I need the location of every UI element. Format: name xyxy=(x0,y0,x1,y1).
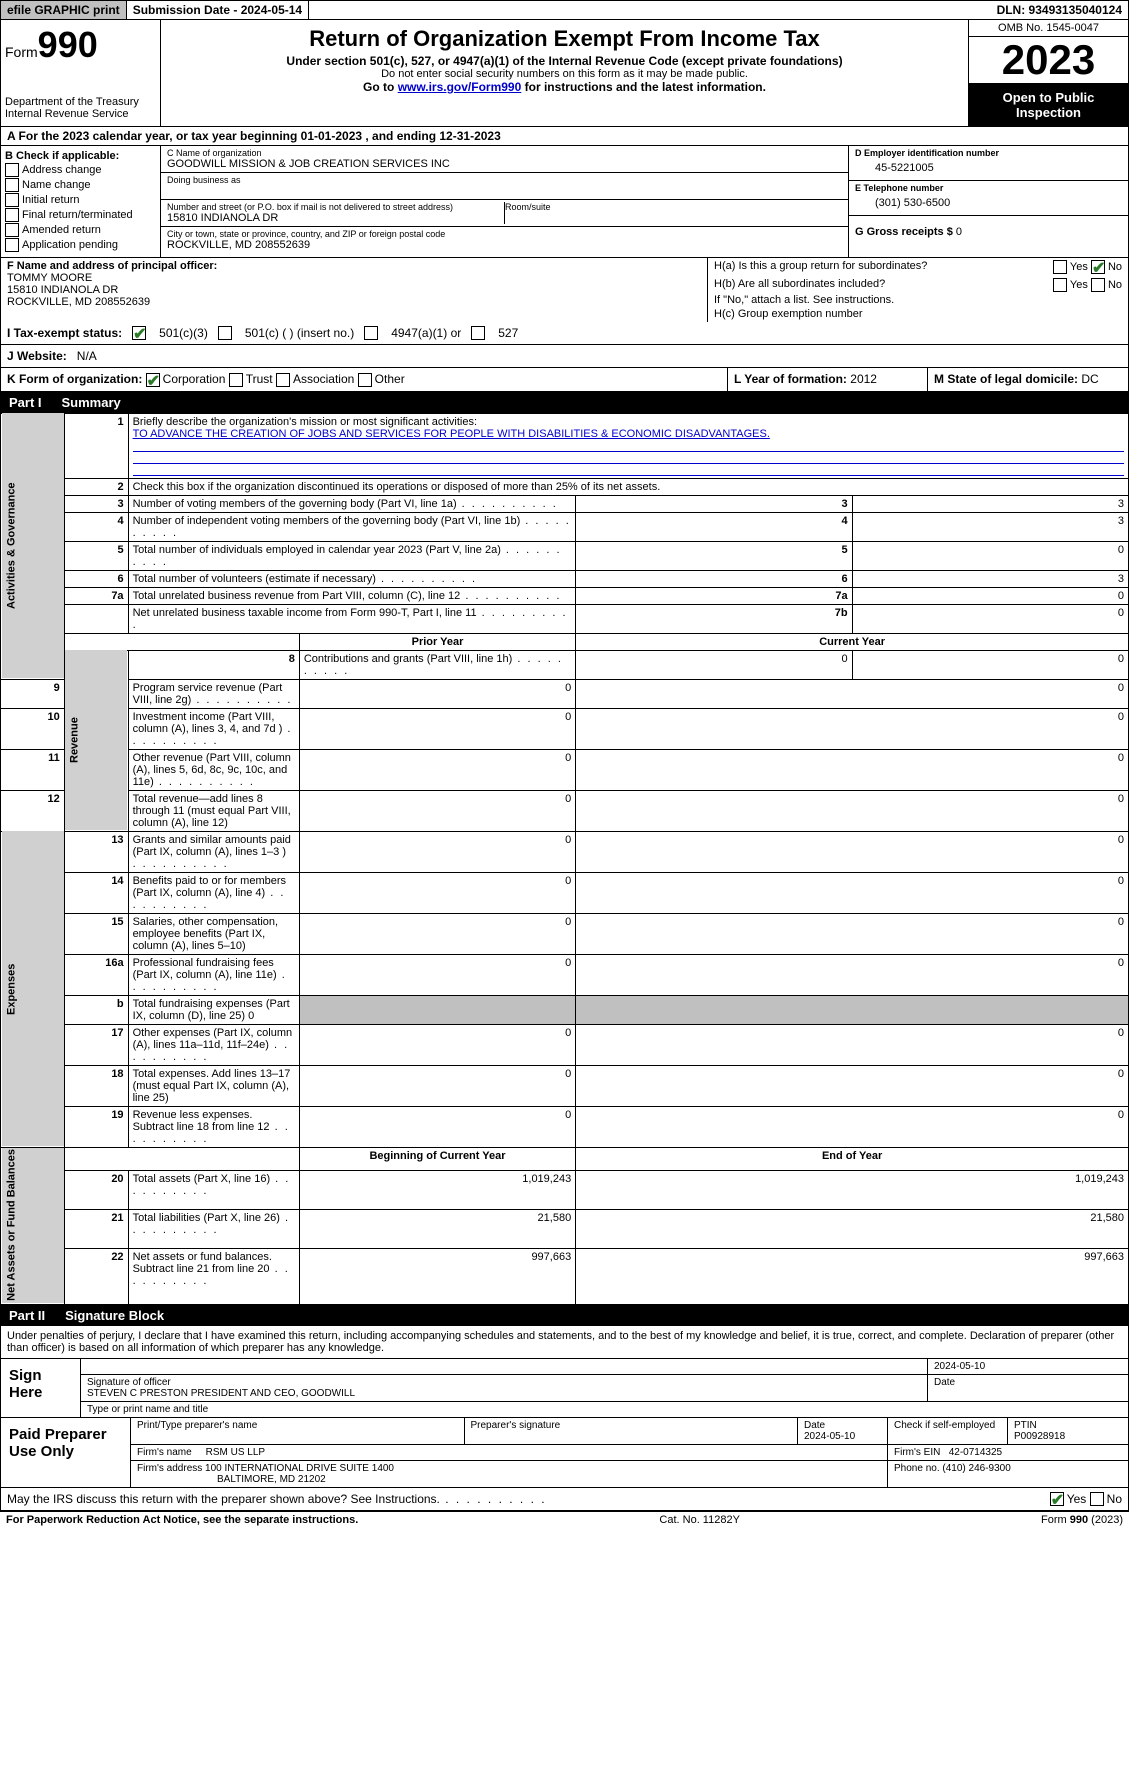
col-b-checkboxes: B Check if applicable: Address change Na… xyxy=(1,146,161,257)
discuss-yes[interactable] xyxy=(1050,1492,1064,1506)
paid-preparer-block: Paid Preparer Use Only Print/Type prepar… xyxy=(0,1418,1129,1488)
website-row: J Website: N/A xyxy=(0,345,1129,368)
klm-row: K Form of organization: Corporation Trus… xyxy=(0,368,1129,392)
f-h-row: F Name and address of principal officer:… xyxy=(0,257,1129,322)
section-activities: Activities & Governance xyxy=(1,413,65,679)
tax-exempt-row: I Tax-exempt status: 501(c)(3) 501(c) ( … xyxy=(0,322,1129,345)
form-header: Form990 Department of the Treasury Inter… xyxy=(0,20,1129,127)
check-501c3[interactable] xyxy=(132,326,146,340)
ssn-note: Do not enter social security numbers on … xyxy=(169,68,960,80)
ha-no[interactable] xyxy=(1091,260,1105,274)
check-amended[interactable]: Amended return xyxy=(5,223,156,237)
part-2-header: Part II Signature Block xyxy=(0,1305,1129,1326)
check-trust[interactable] xyxy=(229,373,243,387)
section-net-assets: Net Assets or Fund Balances xyxy=(1,1147,65,1304)
city-box: City or town, state or province, country… xyxy=(161,227,848,253)
dba-box: Doing business as xyxy=(161,173,848,200)
phone-box: E Telephone number (301) 530-6500 xyxy=(849,181,1128,216)
check-other[interactable] xyxy=(358,373,372,387)
check-527[interactable] xyxy=(471,326,485,340)
section-revenue: Revenue xyxy=(64,650,128,831)
form-title: Return of Organization Exempt From Incom… xyxy=(169,26,960,52)
ein-box: D Employer identification number 45-5221… xyxy=(849,146,1128,181)
identity-grid: B Check if applicable: Address change Na… xyxy=(0,146,1129,257)
dln-number: DLN: 93493135040124 xyxy=(991,1,1128,19)
hb-yes[interactable] xyxy=(1053,278,1067,292)
part-1-header: Part I Summary xyxy=(0,392,1129,413)
efile-button[interactable]: efile GRAPHIC print xyxy=(1,1,127,19)
omb-number: OMB No. 1545-0047 xyxy=(969,20,1128,37)
check-name-change[interactable]: Name change xyxy=(5,178,156,192)
gross-receipts-box: G Gross receipts $ 0 xyxy=(849,216,1128,240)
check-assoc[interactable] xyxy=(276,373,290,387)
summary-table: Activities & Governance 1 Briefly descri… xyxy=(0,413,1129,1305)
h-section: H(a) Is this a group return for subordin… xyxy=(708,258,1128,322)
check-4947[interactable] xyxy=(364,326,378,340)
check-501c[interactable] xyxy=(218,326,232,340)
check-initial-return[interactable]: Initial return xyxy=(5,193,156,207)
submission-date: Submission Date - 2024-05-14 xyxy=(127,1,309,19)
line-a-tax-year: A For the 2023 calendar year, or tax yea… xyxy=(0,127,1129,146)
sign-here-block: Sign Here 2024-05-10 Signature of office… xyxy=(0,1358,1129,1418)
address-box: Number and street (or P.O. box if mail i… xyxy=(161,200,848,227)
discuss-row: May the IRS discuss this return with the… xyxy=(0,1488,1129,1512)
open-public-badge: Open to Public Inspection xyxy=(969,83,1128,126)
discuss-no[interactable] xyxy=(1090,1492,1104,1506)
form-subtitle: Under section 501(c), 527, or 4947(a)(1)… xyxy=(169,54,960,68)
section-expenses: Expenses xyxy=(1,831,65,1147)
irs-link[interactable]: www.irs.gov/Form990 xyxy=(398,80,522,94)
page-footer: For Paperwork Reduction Act Notice, see … xyxy=(0,1511,1129,1528)
dept-irs: Internal Revenue Service xyxy=(5,108,156,120)
org-name-box: C Name of organization GOODWILL MISSION … xyxy=(161,146,848,173)
hb-no[interactable] xyxy=(1091,278,1105,292)
instructions-note: Go to www.irs.gov/Form990 for instructio… xyxy=(169,80,960,94)
check-address-change[interactable]: Address change xyxy=(5,163,156,177)
check-app-pending[interactable]: Application pending xyxy=(5,238,156,252)
penalties-text: Under penalties of perjury, I declare th… xyxy=(0,1326,1129,1358)
tax-year: 2023 xyxy=(969,37,1128,83)
top-bar: efile GRAPHIC print Submission Date - 20… xyxy=(0,0,1129,20)
check-final-return[interactable]: Final return/terminated xyxy=(5,208,156,222)
principal-officer-box: F Name and address of principal officer:… xyxy=(1,258,708,322)
dept-treasury: Department of the Treasury xyxy=(5,96,156,108)
check-corp[interactable] xyxy=(146,373,160,387)
ha-yes[interactable] xyxy=(1053,260,1067,274)
mission-text: TO ADVANCE THE CREATION OF JOBS AND SERV… xyxy=(133,428,770,440)
form-number: Form990 xyxy=(5,24,156,66)
